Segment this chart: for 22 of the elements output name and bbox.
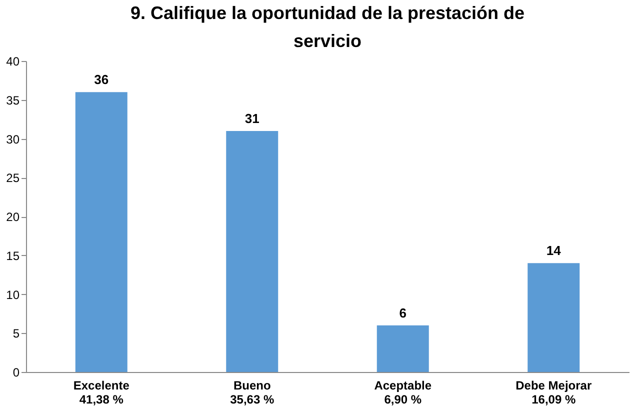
chart-title: 9. Califique la oportunidad de la prestación de servicio (130, 3, 525, 51)
y-tick-label: 20 (6, 210, 20, 224)
data-label: 6 (399, 305, 406, 320)
y-tick-label: 10 (6, 288, 20, 302)
data-label: 36 (94, 72, 109, 88)
x-tick-label: Debe Mejorar 16,09 % (516, 378, 592, 406)
bar (528, 263, 580, 372)
y-tick-label: 35 (6, 93, 20, 108)
bar (376, 325, 429, 372)
bar (226, 130, 278, 372)
y-tick-label: 25 (6, 171, 20, 186)
y-tick-label: 0 (12, 366, 20, 380)
x-tick-label: Aceptable 6,90 % (374, 378, 432, 406)
y-tick-label: 40 (6, 54, 20, 68)
x-tick-label: Bueno 35,63 % (230, 378, 274, 406)
data-label: 31 (244, 110, 260, 126)
x-tick-label: Excelente 41,38 % (73, 378, 130, 406)
data-label: 14 (546, 243, 562, 258)
y-tick-label: 5 (12, 326, 20, 341)
bar (75, 92, 128, 372)
y-tick-label: 15 (6, 248, 20, 263)
y-tick-label: 30 (6, 132, 20, 146)
